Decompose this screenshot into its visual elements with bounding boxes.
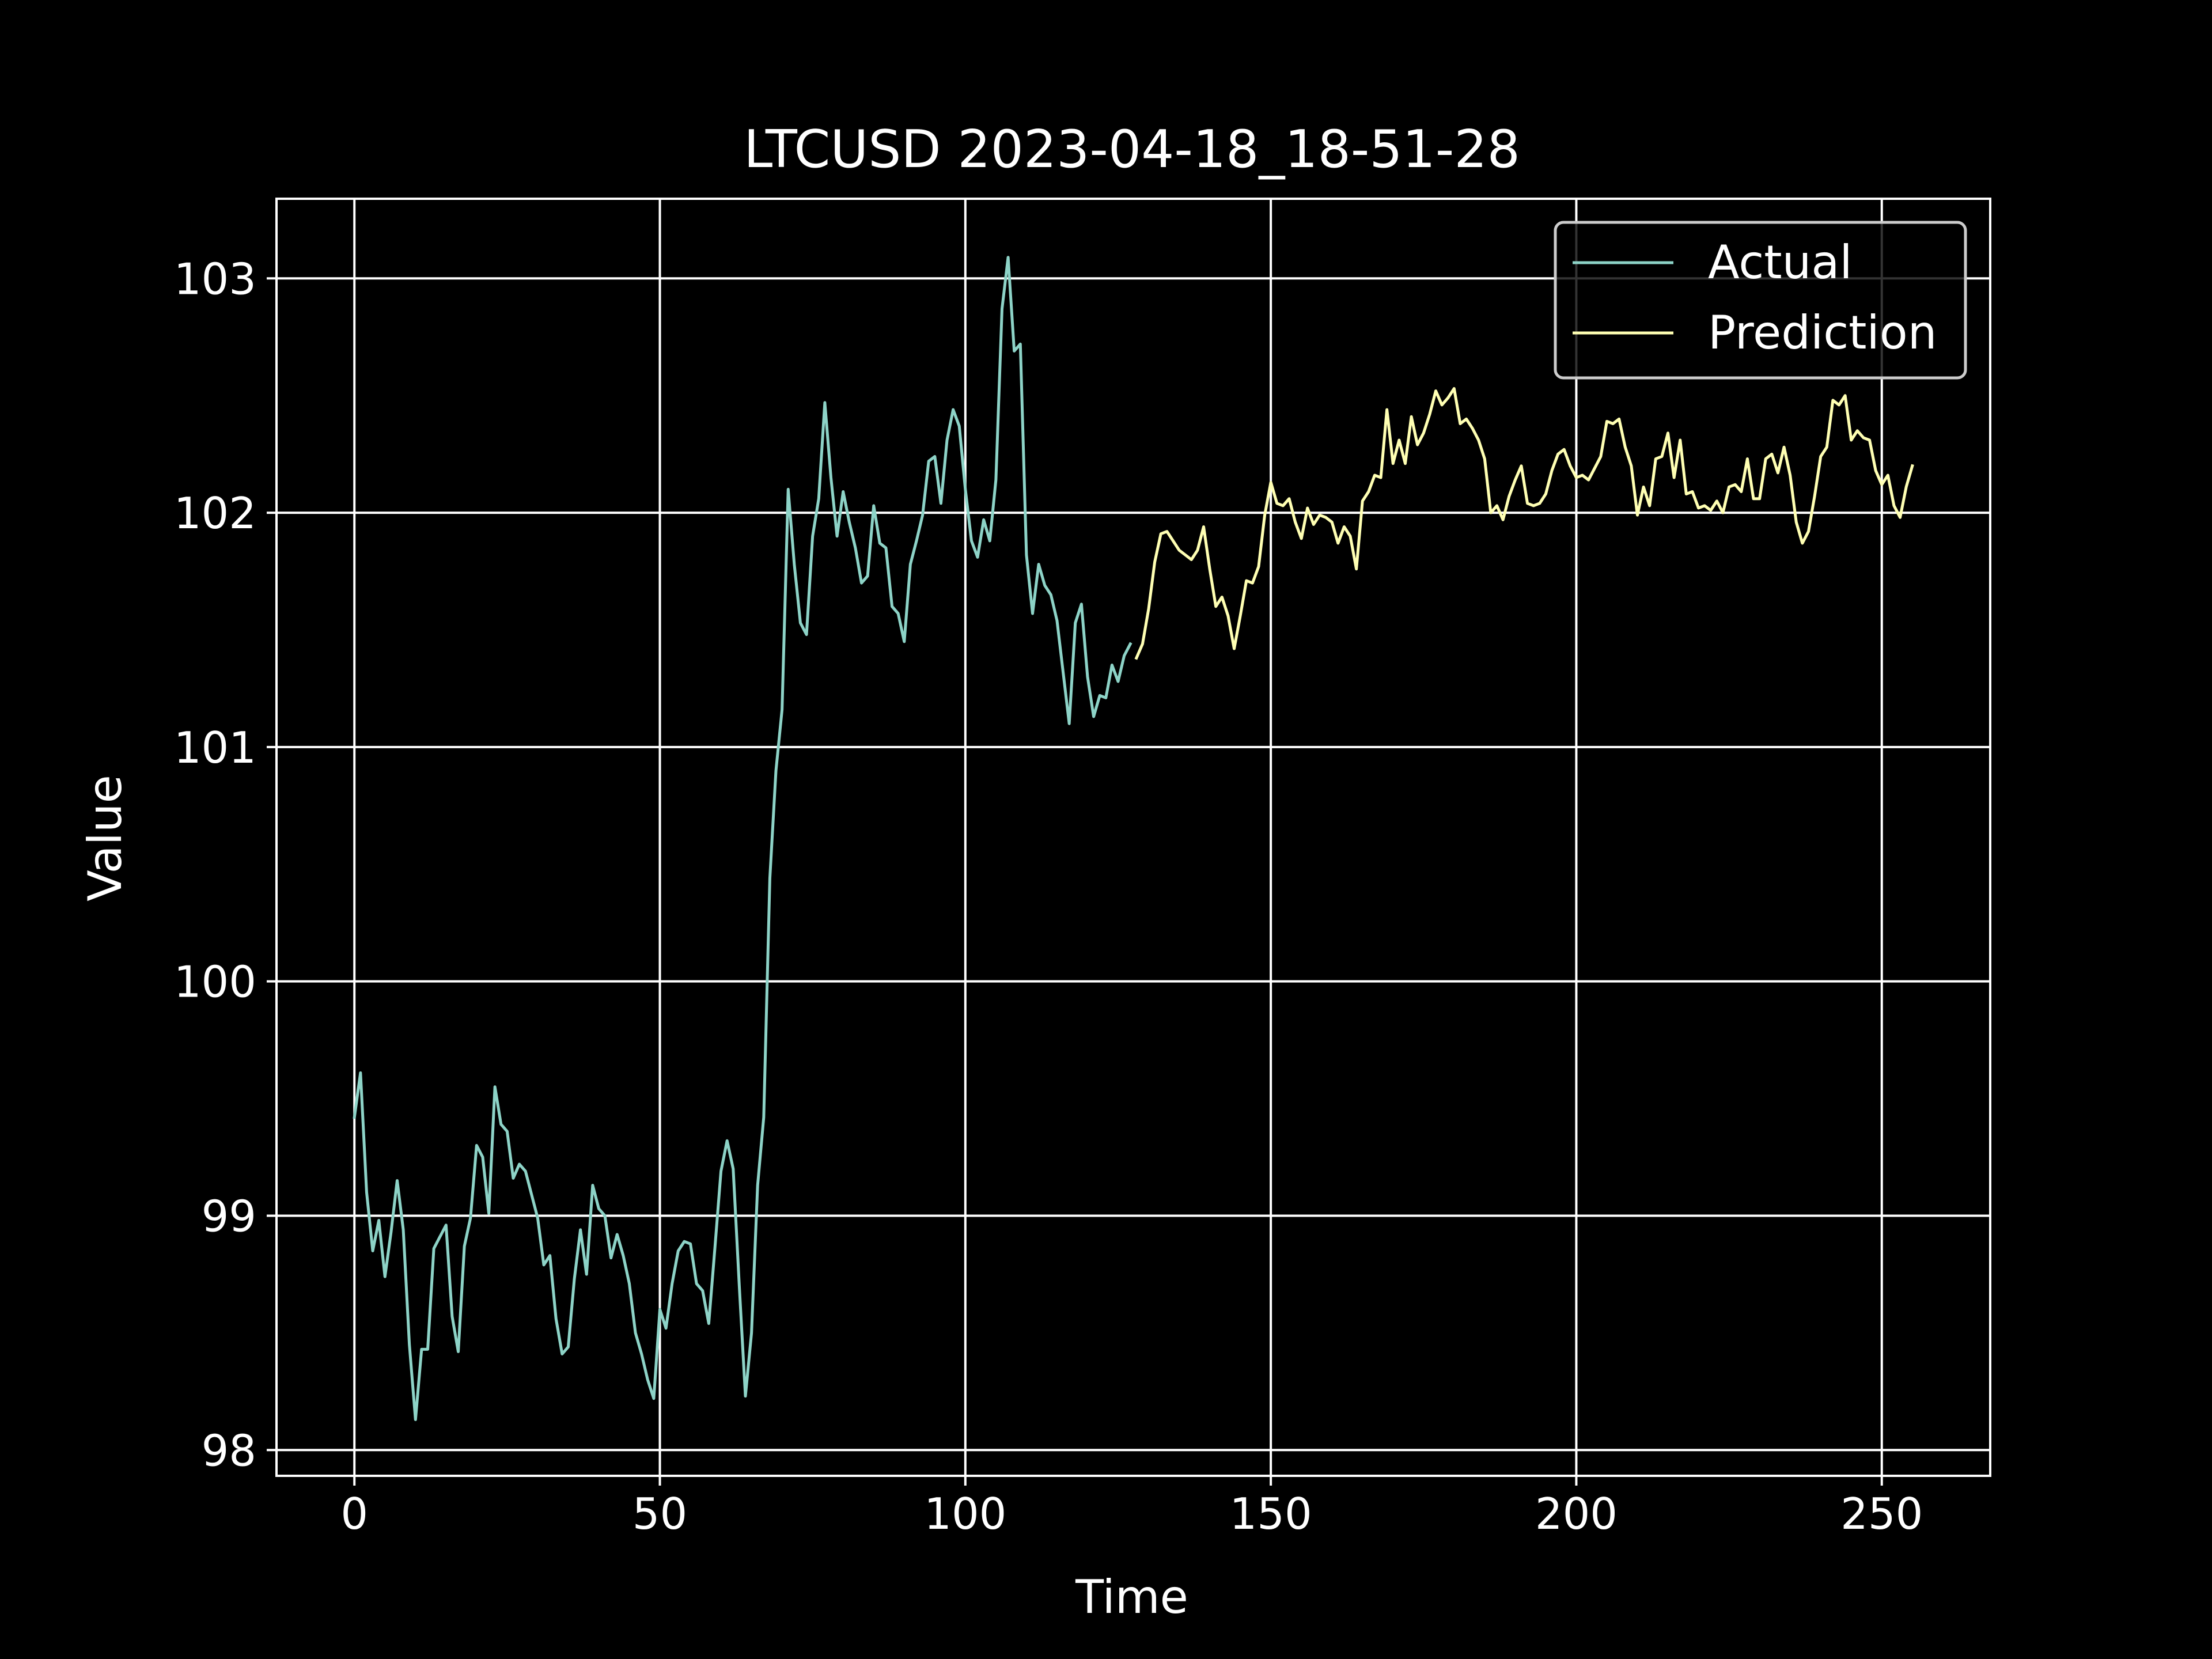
x-tick-label: 100 [924,1488,1006,1539]
x-tick-label: 250 [1840,1488,1923,1539]
y-tick-label: 99 [202,1191,256,1241]
plot-lines [353,256,1914,1421]
grid-lines [276,199,1990,1476]
legend: Actual Prediction [1554,221,1967,380]
series-line-actual [353,256,1132,1421]
y-tick-label: 102 [174,488,256,539]
x-tick-label: 200 [1535,1488,1618,1539]
y-tick-label: 103 [174,253,256,304]
x-tick-label: 150 [1230,1488,1312,1539]
y-tick-label: 101 [174,722,256,773]
y-axis-label: Value [78,775,132,902]
x-tick-label: 50 [632,1488,687,1539]
legend-label-actual: Actual [1708,236,1853,289]
y-tick-label: 98 [202,1425,256,1476]
axis-ticks: 0 50 100 150 200 250 98 99 100 101 102 103 [174,253,1923,1539]
y-tick-label: 100 [174,957,256,1007]
x-tick-label: 0 [340,1488,368,1539]
chart-title: LTCUSD 2023-04-18_18-51-28 [744,119,1520,180]
x-axis-label: Time [1075,1570,1188,1624]
legend-label-prediction: Prediction [1708,306,1937,359]
axes-frame [275,198,1991,1477]
series-line-prediction [1134,387,1914,660]
